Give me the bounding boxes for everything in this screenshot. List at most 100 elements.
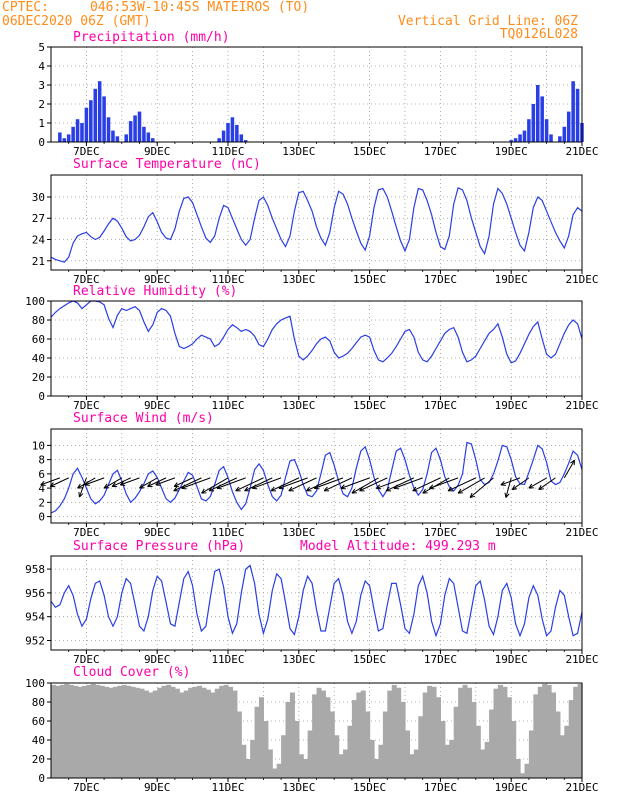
wind-arrow-shaft: [500, 477, 521, 486]
wind-arrow-shaft: [173, 477, 193, 487]
cloud-cover-column: [382, 711, 388, 778]
precip-bar: [89, 100, 93, 142]
wind-arrow-shaft: [181, 477, 211, 489]
precip-bar: [151, 138, 155, 142]
wind-arrow-head: [84, 484, 90, 486]
rh-panel: 0 20 40 60 80 100 7DEC 9DEC 11DEC 13DEC 15DEC 17DEC…: [25, 295, 598, 412]
wind-arrow: [119, 477, 140, 486]
wind-arrow: [528, 477, 547, 489]
temp-ytick-label: 27: [32, 212, 45, 225]
pres-xtick-label: 19DEC: [495, 653, 528, 666]
cloud-cover-column: [245, 759, 251, 778]
wind-arrow-head: [139, 483, 143, 489]
cloud-cover-column: [502, 686, 508, 778]
cloud-cover-column: [449, 740, 455, 778]
wind-arrow-head: [147, 482, 152, 487]
cloud-cover-column: [161, 685, 167, 778]
wind-arrow-shaft: [147, 477, 167, 487]
pres-ytick-label: 952: [25, 634, 45, 647]
cloud-cover-column: [108, 687, 114, 778]
wind-arrow-shaft: [244, 477, 273, 492]
pres-xtick-label: 11DEC: [211, 653, 244, 666]
temp-xtick-label: 17DEC: [424, 273, 457, 286]
pres-ytick-label: 954: [25, 611, 45, 624]
precip-bar: [111, 130, 115, 142]
wind-arrow-head: [155, 480, 160, 486]
wind-arrow-shaft: [111, 477, 131, 487]
precip-bar: [544, 119, 549, 142]
cloud-cover-column: [405, 730, 411, 778]
pres-xtick-label: 21DEC: [565, 653, 598, 666]
cloud-cover-column: [210, 692, 216, 778]
cloud-cover-column: [418, 716, 424, 778]
wind-arrow-head: [570, 459, 575, 464]
cloud-cover-column: [157, 687, 163, 778]
precip-panel: 0 1 2 3 4 5 7DEC 9DEC 11DEC 13DEC 15DEC 17DEC 19DEC 2…: [38, 41, 598, 158]
rh-ytick-label: 100: [25, 295, 45, 308]
precip-bar: [71, 126, 75, 142]
wind-arrow-shaft: [469, 477, 494, 498]
wind-arrow-head: [429, 487, 435, 490]
wind-ytick-label: 6: [38, 468, 45, 481]
precip-bar: [522, 130, 527, 142]
temp-ytick-label: 30: [32, 191, 45, 204]
wind-arrow-head: [79, 493, 84, 498]
cloud-cover-column: [236, 711, 242, 778]
cloud-cover-column: [73, 685, 79, 778]
wind-arrow-head: [505, 493, 510, 498]
wind-arrow: [563, 459, 575, 479]
cloud-ytick-label: 60: [32, 715, 45, 728]
temp-ytick-label: 21: [32, 255, 45, 268]
precip-bar: [58, 132, 62, 142]
cloud-cover-column: [440, 721, 446, 778]
cloud-cover-column: [112, 686, 118, 778]
wind-arrow: [270, 477, 300, 492]
wind-arrow-shaft: [252, 477, 282, 489]
cloud-cover-column: [515, 759, 521, 778]
wind-arrow: [111, 477, 131, 488]
temp-title: Surface Temperature (nC): [73, 157, 261, 172]
wind-arrow-shaft: [314, 477, 344, 489]
wind-arrow-head: [201, 488, 205, 494]
wind-arrow-head: [270, 486, 275, 492]
precip-xtick-label: 17DEC: [424, 145, 457, 158]
precip-bar: [115, 136, 120, 142]
rh-line: [50, 300, 583, 364]
cloud-cover-column: [316, 687, 322, 778]
wind-ytick-label: 4: [38, 482, 45, 495]
wind-arrow: [288, 477, 317, 492]
precip-bar: [239, 134, 244, 142]
cloud-cover-column: [489, 709, 495, 778]
wind-arrow-head: [278, 487, 284, 490]
header-grid-line: Vertical Grid Line: 06Z: [398, 14, 578, 29]
precip-bar: [531, 104, 536, 142]
precip-bar: [80, 123, 84, 142]
cloud-xtick-label: 7DEC: [73, 781, 100, 794]
cloud-xtick-label: 21DEC: [565, 781, 598, 794]
wind-arrow-shaft: [306, 477, 335, 492]
precip-xtick-label: 21DEC: [565, 145, 598, 158]
precip-bar: [221, 130, 226, 142]
cloud-cover-column: [520, 773, 526, 778]
cloud-cover-column: [568, 700, 574, 778]
wind-arrow-shaft: [563, 459, 575, 479]
wind-arrow-head: [504, 492, 507, 498]
cloud-cover-column: [347, 725, 353, 778]
wind-arrow-shaft: [447, 477, 477, 492]
cloud-cover-column: [117, 685, 123, 778]
cloud-cover-column: [312, 694, 318, 778]
precip-bar: [133, 115, 137, 142]
wind-arrow-head: [155, 484, 161, 486]
cloud-cover-column: [170, 686, 176, 778]
precip-bar: [84, 107, 89, 142]
cloud-cover-column: [81, 685, 87, 778]
wind-arrow-shaft: [393, 477, 423, 489]
precip-bar: [509, 140, 513, 142]
cloud-cover-column: [471, 702, 477, 778]
wind-arrow: [173, 477, 193, 488]
pres-ytick-label: 956: [25, 587, 45, 600]
cloud-cover-column: [77, 686, 83, 778]
cloud-cover-column: [338, 754, 344, 778]
